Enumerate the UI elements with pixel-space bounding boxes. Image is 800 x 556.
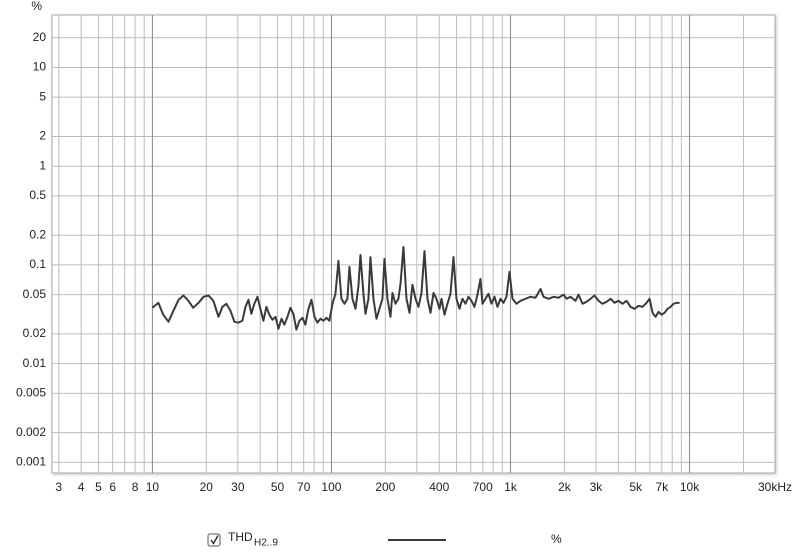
y-tick-label: 1 xyxy=(39,158,46,172)
legend: THD H2..9 % xyxy=(207,530,562,549)
y-tick-label: 0.01 xyxy=(23,356,47,370)
y-tick-label: 0.005 xyxy=(16,386,46,400)
check-mark xyxy=(210,535,219,545)
y-axis-label: % xyxy=(31,0,42,13)
x-tick-label: 10k xyxy=(680,480,700,494)
plot-area xyxy=(51,14,776,474)
y-tick-label: 0.5 xyxy=(29,188,46,202)
x-tick-label: 100 xyxy=(321,480,341,494)
x-tick-label: 2k xyxy=(558,480,572,494)
y-tick-label: 0.1 xyxy=(29,257,46,271)
x-tick-label: 30 xyxy=(231,480,245,494)
x-tick-label: 1k xyxy=(504,480,518,494)
x-tick-label: 7k xyxy=(655,480,669,494)
x-tick-label: 5k xyxy=(629,480,643,494)
x-tick-label: 4 xyxy=(78,480,85,494)
data-line xyxy=(151,245,680,331)
y-tick-label: 20 xyxy=(33,30,47,44)
y-tick-label: 10 xyxy=(33,60,47,74)
y-tick-label: 0.02 xyxy=(23,326,47,340)
x-tick-label: 6 xyxy=(109,480,116,494)
x-tick-label: 400 xyxy=(429,480,449,494)
legend-label: THD xyxy=(228,530,253,544)
x-tick-label: 50 xyxy=(271,480,285,494)
legend-unit: % xyxy=(551,532,562,546)
y-tick-label: 0.2 xyxy=(29,227,46,241)
x-tick-label: 3 xyxy=(55,480,62,494)
x-tick-label: 70 xyxy=(297,480,311,494)
x-tick-label: 30kHz xyxy=(758,480,792,494)
x-tick-label: 200 xyxy=(375,480,395,494)
y-tick-label: 0.001 xyxy=(16,455,46,469)
legend-subscript: H2..9 xyxy=(254,538,278,549)
y-tick-label: 0.002 xyxy=(16,425,46,439)
y-tick-label: 5 xyxy=(39,89,46,103)
x-tick-label: 3k xyxy=(590,480,604,494)
y-tick-label: 0.05 xyxy=(23,287,47,301)
x-tick-label: 700 xyxy=(473,480,493,494)
x-tick-label: 8 xyxy=(132,480,139,494)
y-tick-label: 2 xyxy=(39,129,46,143)
x-tick-label: 10 xyxy=(146,480,160,494)
x-tick-label: 20 xyxy=(200,480,214,494)
x-tick-label: 5 xyxy=(95,480,102,494)
